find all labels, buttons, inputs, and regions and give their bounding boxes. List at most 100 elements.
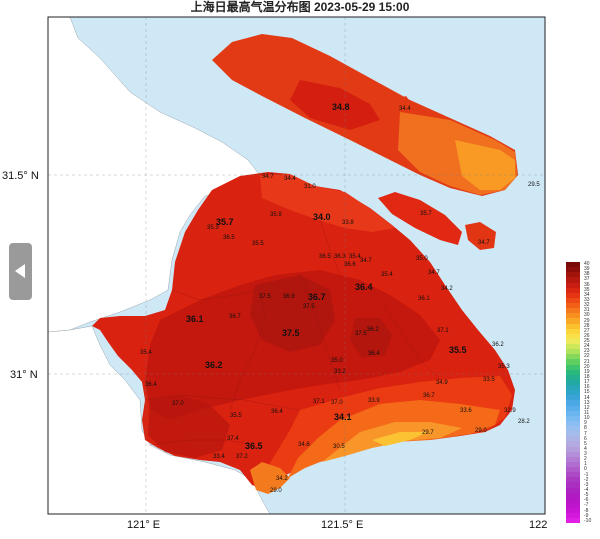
station-value: 36.9 <box>283 294 295 300</box>
legend-label: 11 <box>584 409 590 416</box>
legend-label: 30 <box>584 312 590 319</box>
station-value: 36.4 <box>355 282 373 292</box>
legend-swatch <box>566 338 580 344</box>
legend-label: -6 <box>584 497 589 504</box>
station-value: 36.7 <box>308 292 326 302</box>
legend-label: 13 <box>584 399 590 406</box>
station-value: 35.0 <box>416 256 428 262</box>
station-value: 36.5 <box>245 441 263 451</box>
station-value: 36.1 <box>186 314 204 324</box>
station-value: 35.7 <box>216 217 234 227</box>
station-value: 32.9 <box>504 408 516 414</box>
legend-label: 4 <box>584 445 587 452</box>
station-value: 36.5 <box>319 254 331 260</box>
legend-label: 38 <box>584 271 590 278</box>
station-value: 36.7 <box>423 393 435 399</box>
legend-swatch <box>566 385 580 391</box>
station-value: 35.7 <box>420 211 432 217</box>
station-value: 34.0 <box>313 212 331 222</box>
station-value: 33.2 <box>334 369 346 375</box>
legend-swatch <box>566 426 580 432</box>
legend-swatch <box>566 323 580 329</box>
station-value: 33.4 <box>213 454 225 460</box>
station-value: 33.5 <box>483 377 495 383</box>
temperature-legend: 40 39 38 37 36 35 34 33 32 31 30 29 28 27 26 25 24 23 22 21… <box>566 262 591 524</box>
station-value: 37.2 <box>236 454 248 460</box>
station-value: 37.1 <box>437 328 449 334</box>
legend-label: 19 <box>584 368 590 375</box>
legend-swatch <box>566 451 580 457</box>
legend-label: 37 <box>584 276 590 283</box>
legend-label: 39 <box>584 266 590 273</box>
district-boundaries <box>144 219 441 446</box>
legend-swatch <box>566 364 580 370</box>
collapse-panel-button[interactable] <box>9 243 32 300</box>
lat-label-31: 31° N <box>10 369 38 381</box>
legend-label: 18 <box>584 374 590 381</box>
legend-swatch <box>566 420 580 426</box>
station-value: 36.2 <box>205 360 223 370</box>
legend-label: 6 <box>584 435 587 442</box>
legend-swatch <box>566 287 580 293</box>
station-value: 36.7 <box>229 314 241 320</box>
station-value: 34.7 <box>428 270 440 276</box>
station-value: 35.5 <box>230 413 242 419</box>
station-values: 34.8 34.4 29.5 35.7 34.7 34.7 34.4 31.0 35.7 35.9… <box>140 102 540 494</box>
legend-swatch <box>566 308 580 314</box>
legend-label: 29 <box>584 317 590 324</box>
station-value: 36.4 <box>145 382 157 388</box>
station-value: 35.4 <box>140 350 152 356</box>
legend-swatch <box>566 518 580 524</box>
legend-label: 35 <box>584 286 590 293</box>
station-value: 37.5 <box>259 294 271 300</box>
station-value: 33.9 <box>368 398 380 404</box>
legend-swatch <box>566 303 580 309</box>
legend-label: 23 <box>584 348 590 355</box>
legend-swatch <box>566 441 580 447</box>
legend-label: 5 <box>584 440 587 447</box>
legend-label: 22 <box>584 353 590 360</box>
legend-swatch <box>566 456 580 462</box>
station-value: 35.3 <box>207 225 219 231</box>
legend-label: 1 <box>584 461 587 468</box>
station-value: 34.4 <box>284 176 296 182</box>
legend-swatch <box>566 267 580 273</box>
legend-swatch <box>566 277 580 283</box>
legend-label: -3 <box>584 481 589 488</box>
legend-swatch <box>566 405 580 411</box>
legend-label: -1 <box>584 471 589 478</box>
mainland-northwest <box>48 17 62 34</box>
station-value: 34.7 <box>478 240 490 246</box>
legend-label: 9 <box>584 420 587 427</box>
lat-label-31-5: 31.5° N <box>2 170 39 182</box>
legend-swatch <box>566 354 580 360</box>
legend-swatch <box>566 492 580 498</box>
station-value: 35.0 <box>331 358 343 364</box>
legend-label: 3 <box>584 451 587 458</box>
legend-label: 21 <box>584 358 590 365</box>
legend-swatch <box>566 297 580 303</box>
page-title: 上海日最高气温分布图 2023-05-29 15:00 <box>190 0 410 14</box>
legend-swatch <box>566 369 580 375</box>
station-value: 37.5 <box>282 328 300 338</box>
legend-swatch <box>566 374 580 380</box>
legend-swatch <box>566 487 580 493</box>
station-value: 34.8 <box>332 102 350 112</box>
legend-label: 34 <box>584 291 590 298</box>
legend-label: 33 <box>584 296 590 303</box>
legend-label: 36 <box>584 281 590 288</box>
legend-label: 14 <box>584 394 590 401</box>
station-value: 36.2 <box>367 327 379 333</box>
station-value: 35.4 <box>381 272 393 278</box>
hengsha-island <box>465 222 496 250</box>
legend-swatch <box>566 461 580 467</box>
legend-swatch <box>566 379 580 385</box>
station-value: 33.8 <box>342 220 354 226</box>
station-value: 36.5 <box>223 235 235 241</box>
legend-label: -8 <box>584 507 589 514</box>
legend-swatch <box>566 436 580 442</box>
legend-swatch <box>566 415 580 421</box>
legend-label: 12 <box>584 404 590 411</box>
legend-label: 40 <box>584 261 590 267</box>
